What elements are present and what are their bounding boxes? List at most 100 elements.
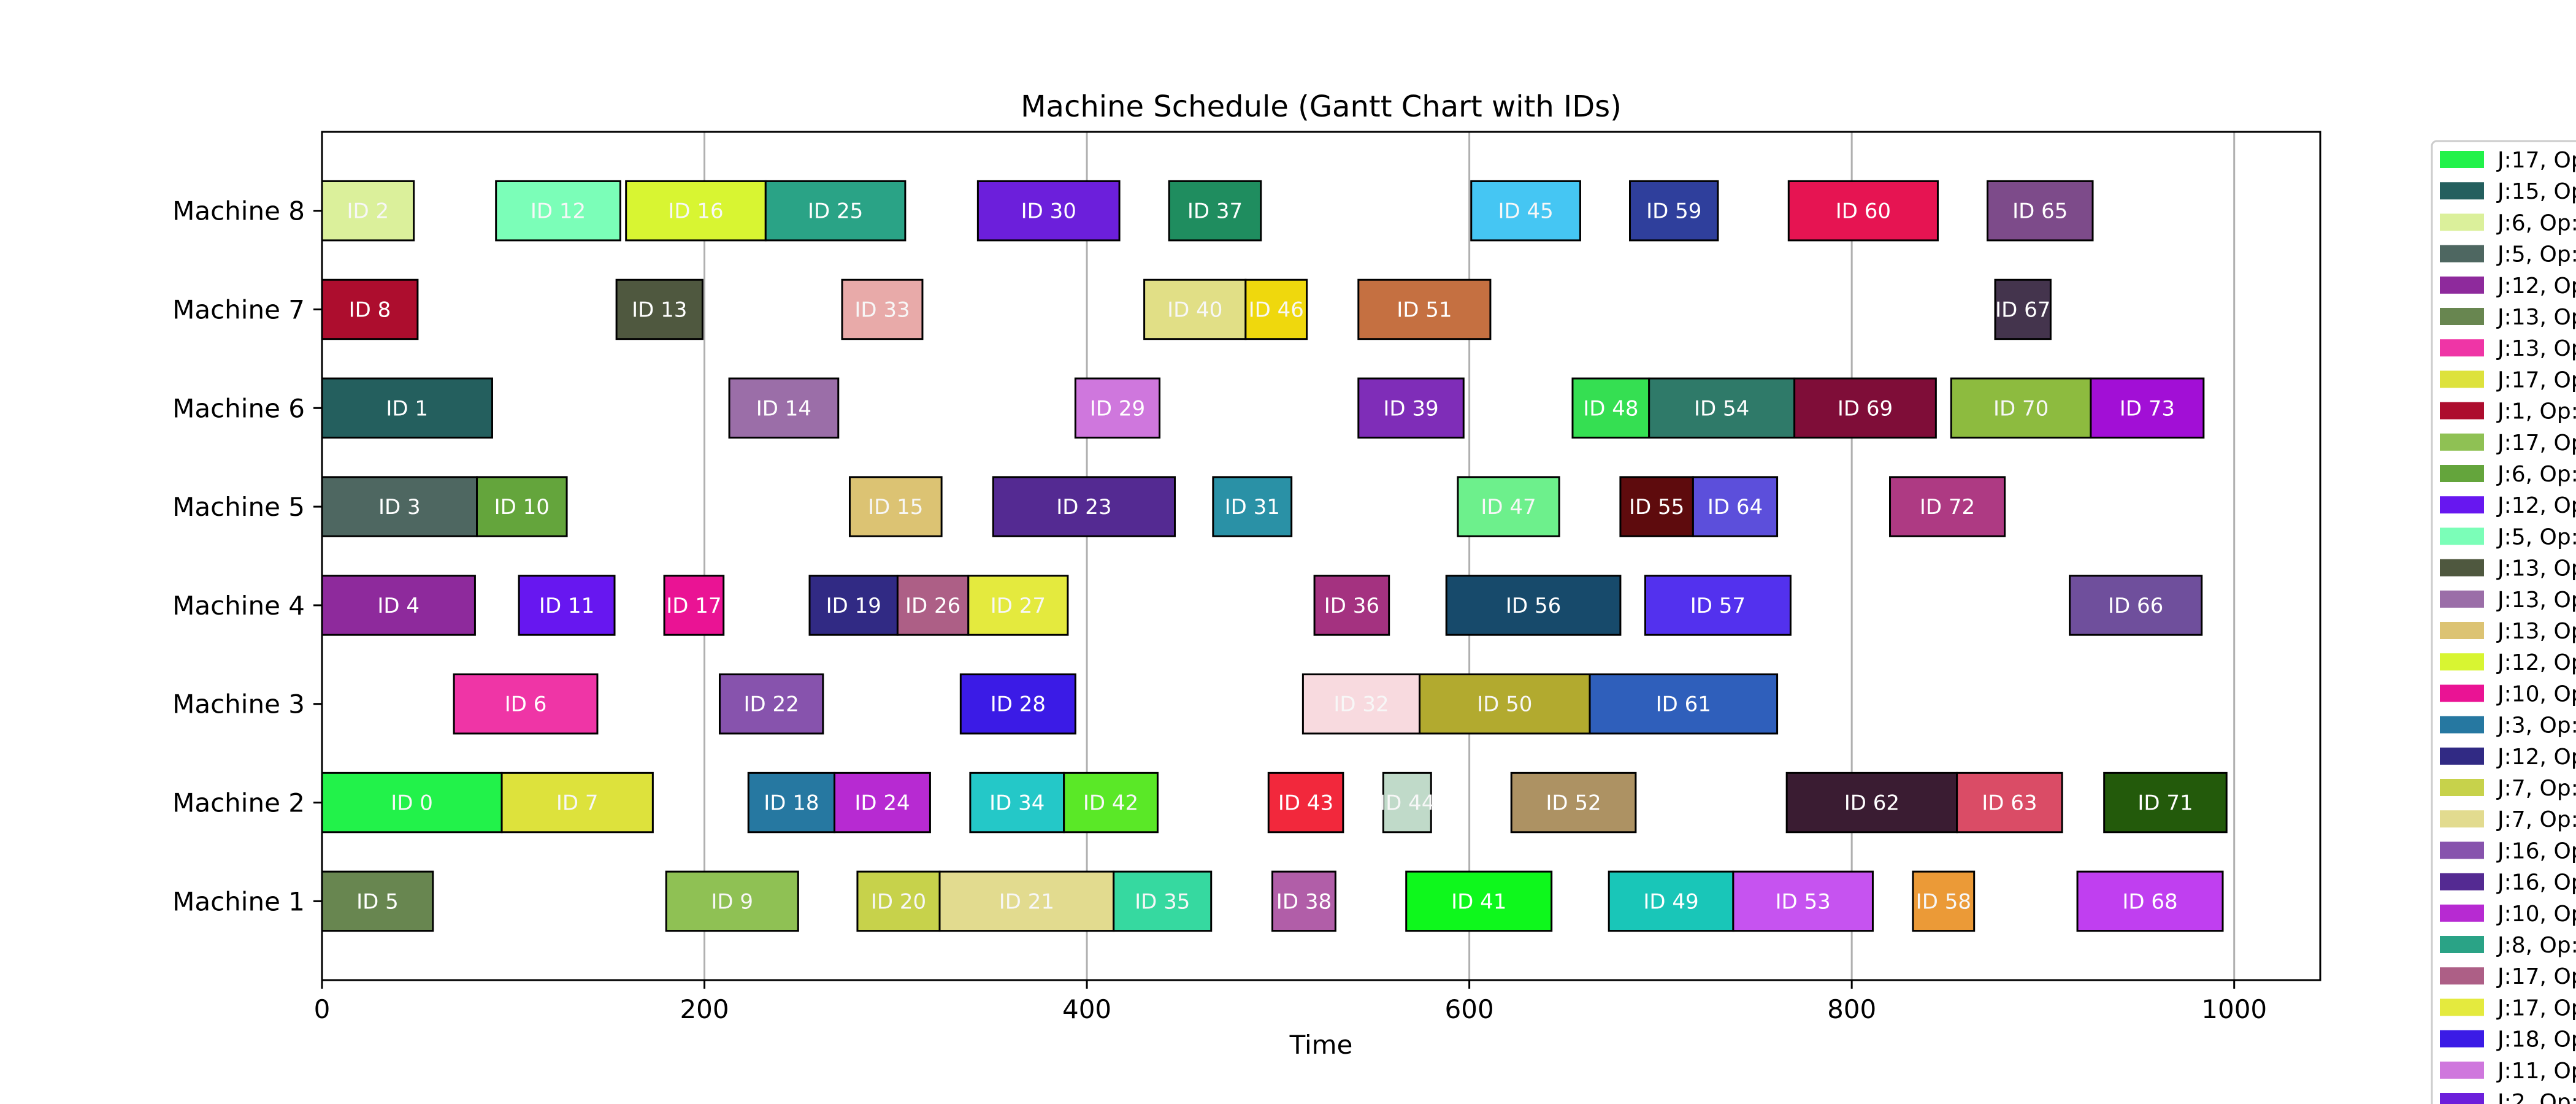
task-bar xyxy=(1313,575,1390,636)
task-bar xyxy=(1419,673,1591,735)
task-bar-group: ID 60 xyxy=(1787,180,1939,242)
task-bar-label: ID 56 xyxy=(1506,594,1561,618)
task-bar-group: ID 42 xyxy=(1063,772,1159,834)
legend-label: J:7, Op: xyxy=(2496,807,2576,832)
legend-entry: J:13, Op xyxy=(2440,336,2576,361)
task-bar-group: ID 30 xyxy=(976,180,1121,242)
task-bar xyxy=(1619,476,1694,537)
legend-label: J:16, Op xyxy=(2496,838,2576,864)
task-bar-label: ID 70 xyxy=(1993,396,2049,421)
legend-swatch xyxy=(2440,590,2484,608)
task-bar-group: ID 6 xyxy=(453,673,599,735)
legend-label: J:6, Op: xyxy=(2496,462,2576,487)
task-bar-group: ID 69 xyxy=(1793,377,1937,439)
task-bar-group: ID 4 xyxy=(321,575,476,636)
task-bar-group: ID 49 xyxy=(1608,870,1735,932)
legend-entry: J:7, Op: xyxy=(2440,807,2576,832)
task-bar xyxy=(992,476,1176,537)
task-bar xyxy=(1357,278,1492,340)
task-bar-group: ID 18 xyxy=(747,772,836,834)
task-bar-label: ID 55 xyxy=(1629,495,1684,519)
legend-swatch xyxy=(2440,716,2484,734)
legend-swatch xyxy=(2440,684,2484,702)
task-bar xyxy=(856,870,941,932)
task-bar-label: ID 5 xyxy=(356,889,399,914)
task-bar-group: ID 14 xyxy=(728,377,840,439)
task-bar-label: ID 0 xyxy=(391,791,433,816)
task-bar xyxy=(1271,870,1336,932)
task-bar-label: ID 59 xyxy=(1646,199,1701,224)
task-bar xyxy=(2076,870,2224,932)
task-bar xyxy=(1787,180,1939,242)
legend-label: J:1, Op: xyxy=(2496,399,2576,424)
task-bar-group: ID 16 xyxy=(625,180,767,242)
legend-label: J:10, Op xyxy=(2496,902,2576,927)
task-bar-label: ID 26 xyxy=(905,594,960,618)
task-bar xyxy=(764,180,907,242)
legend-entry: J:17, Op xyxy=(2440,431,2576,456)
legend-label: J:18, Op xyxy=(2496,1027,2576,1052)
task-bar-group: ID 25 xyxy=(764,180,907,242)
task-bar-label: ID 54 xyxy=(1694,396,1749,421)
task-bar-group: ID 19 xyxy=(808,575,899,636)
task-bar xyxy=(615,278,703,340)
task-bar-group: ID 20 xyxy=(856,870,941,932)
task-bar xyxy=(453,673,599,735)
legend-swatch xyxy=(2440,245,2484,263)
task-bar xyxy=(625,180,767,242)
task-bar-group: ID 38 xyxy=(1271,870,1336,932)
legend-entry: J:6, Op: xyxy=(2440,210,2576,236)
legend-entry: J:12, Op xyxy=(2440,493,2576,518)
x-tick-label: 200 xyxy=(680,994,729,1024)
legend-label: J:12, Op xyxy=(2496,274,2576,299)
task-bar xyxy=(1357,377,1465,439)
x-tick-label: 400 xyxy=(1062,994,1111,1024)
task-bar-label: ID 28 xyxy=(991,692,1046,717)
task-bar xyxy=(500,772,654,834)
task-bar-label: ID 60 xyxy=(1836,199,1891,224)
task-bar-label: ID 23 xyxy=(1056,495,1111,519)
x-tick-label: 1000 xyxy=(2201,994,2267,1024)
task-bar-label: ID 69 xyxy=(1838,396,1893,421)
legend-entry: J:3, Op: xyxy=(2440,713,2576,738)
task-bar-group: ID 15 xyxy=(848,476,943,537)
task-bar xyxy=(1301,673,1421,735)
task-bar-label: ID 27 xyxy=(991,594,1046,618)
legend-swatch xyxy=(2440,810,2484,828)
legend: J:17, Op J:15, Op J:6, Op: J:5, Op: J:12, Op… xyxy=(2431,140,2576,1104)
legend-entry: J:10, Op xyxy=(2440,902,2576,927)
task-bar-group: ID 66 xyxy=(2069,575,2203,636)
task-bar-label: ID 29 xyxy=(1090,396,1145,421)
task-bar xyxy=(1074,377,1161,439)
task-bar-group: ID 22 xyxy=(718,673,824,735)
task-bar-group: ID 0 xyxy=(321,772,503,834)
legend-swatch xyxy=(2440,182,2484,200)
legend-label: J:13, Op xyxy=(2496,588,2576,613)
task-bar-label: ID 34 xyxy=(989,791,1045,816)
task-bar-group: ID 59 xyxy=(1629,180,1719,242)
task-bar-label: ID 46 xyxy=(1249,297,1304,322)
legend-label: J:5, Op: xyxy=(2496,242,2576,267)
legend-swatch xyxy=(2440,653,2484,671)
x-tick-label: 800 xyxy=(1827,994,1876,1024)
y-tick-label: Machine 5 xyxy=(172,492,305,522)
task-bar-label: ID 17 xyxy=(666,594,721,618)
task-bar-label: ID 18 xyxy=(764,791,819,816)
task-bar xyxy=(1510,772,1637,834)
task-bar-label: ID 19 xyxy=(826,594,881,618)
task-bar-label: ID 65 xyxy=(2012,199,2068,224)
task-bar xyxy=(834,772,931,834)
task-bar-group: ID 3 xyxy=(321,476,478,537)
task-bar-label: ID 25 xyxy=(808,199,863,224)
task-bar-group: ID 58 xyxy=(1912,870,1976,932)
legend-swatch xyxy=(2440,1030,2484,1048)
task-bar-label: ID 43 xyxy=(1278,791,1333,816)
task-bar xyxy=(1168,180,1262,242)
task-bar-group: ID 29 xyxy=(1074,377,1161,439)
task-bar xyxy=(1267,772,1344,834)
task-bar xyxy=(1629,180,1719,242)
x-tick-label: 0 xyxy=(314,994,331,1024)
task-bar-label: ID 68 xyxy=(2122,889,2177,914)
task-bar-label: ID 36 xyxy=(1324,594,1379,618)
